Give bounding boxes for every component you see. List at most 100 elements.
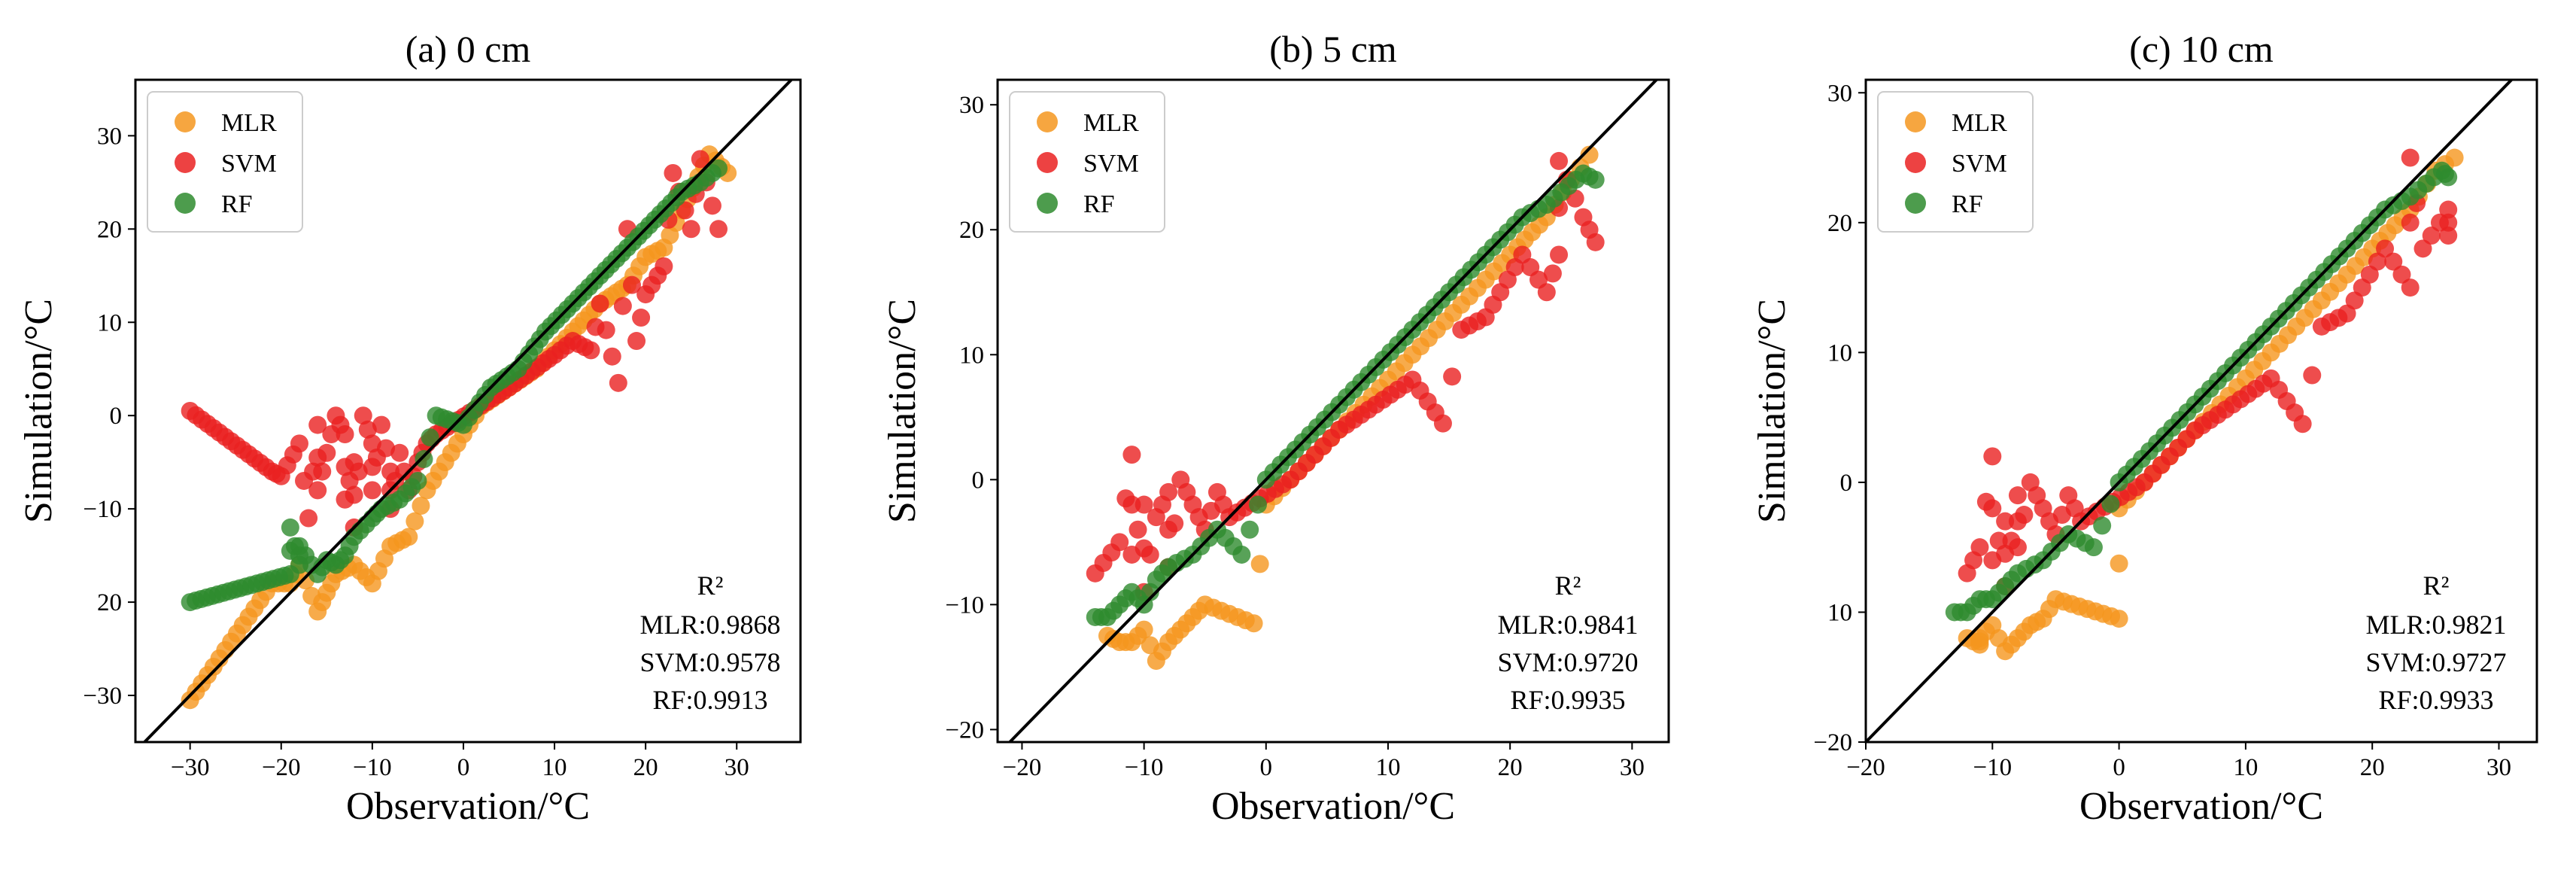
scatter-point-mlr (322, 574, 341, 593)
scatter-point-svm (308, 448, 327, 467)
scatter-point-svm (609, 373, 627, 392)
y-tick-label: 30 (97, 123, 122, 150)
r2-rf: RF:0.9935 (1510, 685, 1625, 715)
x-tick-label: 30 (1620, 754, 1645, 781)
scatter-point-svm (1214, 495, 1233, 514)
one-to-one-line (1008, 78, 1658, 744)
y-tick-label: 10 (1827, 339, 1852, 367)
scatter-point-mlr (2040, 600, 2059, 619)
scatter-point-svm (308, 481, 327, 500)
y-tick-label: −20 (945, 716, 984, 744)
scatter-point-svm (1165, 514, 1184, 533)
scatter-point-svm (2368, 252, 2386, 271)
scatter-point-rf (281, 518, 299, 537)
scatter-point-rf (275, 566, 294, 585)
scatter-point-rf (331, 551, 350, 570)
scatter-point-mlr (1236, 611, 1255, 630)
x-axis-label: Observation/°C (1211, 785, 1455, 828)
x-tick-label: 30 (2486, 754, 2511, 781)
scatter-point-svm (358, 420, 377, 439)
scatter-point-svm (390, 443, 409, 462)
scatter-point-svm (597, 321, 615, 339)
scatter-point-svm (709, 220, 728, 239)
x-tick-label: 20 (633, 754, 658, 781)
scatter-point-svm (354, 406, 372, 425)
one-to-one-line (143, 78, 793, 744)
scatter-point-svm (308, 415, 327, 434)
scatter-point-mlr (1165, 626, 1184, 645)
scatter-point-svm (2401, 213, 2420, 232)
x-tick-label: 10 (1375, 754, 1400, 781)
scatter-point-svm (284, 445, 302, 464)
scatter-point-rf (2076, 534, 2095, 552)
scatter-point-rf (703, 163, 721, 182)
scatter-point-mlr (375, 549, 393, 568)
scatter-point-svm (2439, 200, 2458, 219)
scatter-point-svm (363, 434, 381, 453)
legend-marker-svm (1037, 152, 1058, 173)
legend: MLR SVM RF (147, 91, 303, 233)
scatter-point-mlr (630, 257, 649, 275)
x-tick-label: −20 (262, 754, 301, 781)
y-tick-label: −10 (945, 592, 984, 619)
scatter-point-svm (1996, 512, 2015, 531)
scatter-point-svm (1443, 367, 1462, 386)
scatter-point-rf (1153, 564, 1171, 583)
legend-label-svm: SVM (1083, 150, 1139, 178)
y-axis-label: Simulation/°C (1751, 299, 1794, 523)
x-tick-label: −20 (1003, 754, 1042, 781)
scatter-point-mlr (1189, 601, 1208, 620)
scatter-point-svm (2177, 430, 2196, 449)
scatter-point-mlr (2253, 351, 2272, 370)
chart-title: (b) 5 cm (1269, 28, 1396, 70)
x-tick-label: −20 (1846, 754, 1885, 781)
scatter-point-svm (1550, 245, 1569, 264)
legend-label-rf: RF (1952, 190, 1983, 218)
scatter-point-mlr (2304, 300, 2322, 318)
r2-rf: RF:0.9913 (652, 685, 767, 715)
scatter-point-svm (313, 462, 332, 481)
scatter-point-svm (1177, 482, 1196, 501)
scatter-point-svm (1964, 551, 1983, 570)
scatter-point-mlr (2102, 607, 2121, 625)
x-tick-label: −10 (353, 754, 392, 781)
plot-frame (134, 78, 802, 744)
scatter-point-mlr (2015, 622, 2034, 641)
y-axis-label: Simulation/°C (881, 299, 924, 523)
scatter-point-svm (2401, 278, 2420, 297)
scatter-points (1086, 145, 1605, 671)
scatter-point-svm (2439, 227, 2458, 245)
scatter-point-mlr (1395, 354, 1414, 373)
scatter-point-svm (2008, 486, 2027, 505)
scatter-point-mlr (2002, 635, 2021, 654)
r2-header: R² (2423, 570, 2450, 601)
x-tick-label: 0 (2113, 754, 2125, 781)
scatter-point-svm (2401, 148, 2420, 167)
scatter-point-rf (2093, 516, 2112, 535)
scatter-point-svm (1505, 258, 1524, 277)
x-axis-label: Observation/°C (2079, 785, 2323, 828)
chart-title: (a) 0 cm (406, 28, 531, 70)
r2-annotation: R² MLR:0.9841 SVM:0.9720 RF:0.9935 (1497, 570, 1638, 715)
legend-marker-svm (175, 152, 196, 173)
scatter-point-svm (2127, 478, 2146, 497)
y-tick-label: −10 (83, 496, 122, 523)
scatter-point-svm (1129, 520, 1147, 539)
y-tick-label: 10 (959, 342, 984, 369)
chart-title: (c) 10 cm (2129, 28, 2274, 70)
scatter-point-rf (2435, 165, 2454, 184)
scatter-point-svm (1983, 499, 2002, 518)
scatter-point-mlr (430, 462, 448, 481)
r2-rf: RF:0.9933 (2378, 685, 2493, 715)
legend: MLR SVM RF (1009, 91, 1165, 233)
r2-header: R² (1555, 570, 1581, 601)
r2-mlr: MLR:0.9868 (639, 610, 780, 640)
scatter-point-rf (1248, 495, 1267, 514)
scatter-point-svm (1102, 543, 1121, 562)
r2-mlr: MLR:0.9821 (2365, 610, 2506, 640)
scatter-point-rf (421, 428, 439, 447)
scatter-point-svm (576, 338, 594, 357)
scatter-point-svm (2384, 252, 2403, 271)
scatter-point-svm (2254, 374, 2273, 393)
